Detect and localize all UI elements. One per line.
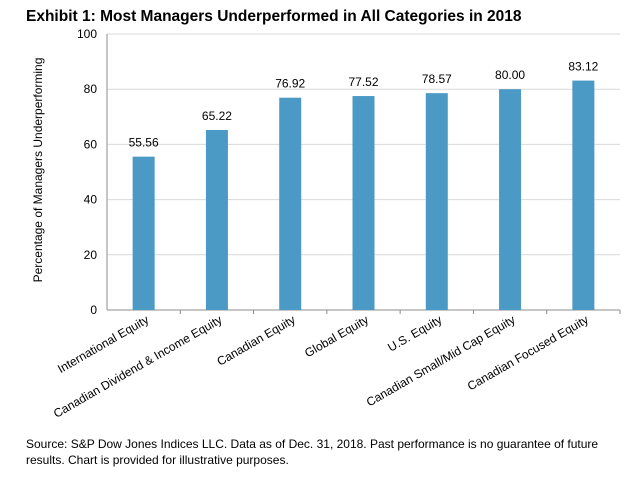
y-tick-label: 40 (84, 193, 98, 207)
data-label: 65.22 (202, 109, 232, 123)
x-tick-label: Canadian Focused Equity (465, 312, 591, 393)
bars (132, 80, 595, 311)
data-label: 80.00 (495, 68, 525, 82)
chart-title: Exhibit 1: Most Managers Underperformed … (26, 8, 522, 25)
data-label: 77.52 (348, 75, 378, 89)
source-note: Source: S&P Dow Jones Indices LLC. Data … (26, 437, 599, 467)
bar-chart: 55.56 65.22 76.92 77.52 78.57 80.00 83.12 0 20 4… (31, 27, 621, 421)
bar (352, 96, 375, 310)
y-tick-label: 20 (84, 248, 98, 262)
bar (425, 93, 448, 311)
bar (205, 129, 228, 310)
data-label: 78.57 (422, 72, 452, 86)
data-label: 83.12 (568, 60, 598, 74)
data-label: 76.92 (275, 77, 305, 91)
x-tick-label: Global Equity (302, 312, 371, 360)
x-tick-label: Canadian Equity (214, 312, 297, 368)
bar (132, 156, 155, 310)
y-tick-label: 0 (90, 303, 97, 317)
y-tick-label: 60 (84, 137, 98, 151)
bar (499, 89, 522, 310)
bar (572, 80, 595, 310)
x-tick-label: Canadian Small/Mid Cap Equity (364, 312, 518, 409)
y-tick-label: 100 (77, 27, 97, 41)
y-tick-label: 80 (84, 82, 98, 96)
y-axis-label: Percentage of Managers Underperforming (31, 58, 45, 283)
bar (279, 97, 302, 310)
x-tick-label: U.S. Equity (385, 312, 444, 354)
data-labels: 55.56 65.22 76.92 77.52 78.57 80.00 83.12 (129, 60, 599, 150)
data-label: 55.56 (129, 136, 159, 150)
